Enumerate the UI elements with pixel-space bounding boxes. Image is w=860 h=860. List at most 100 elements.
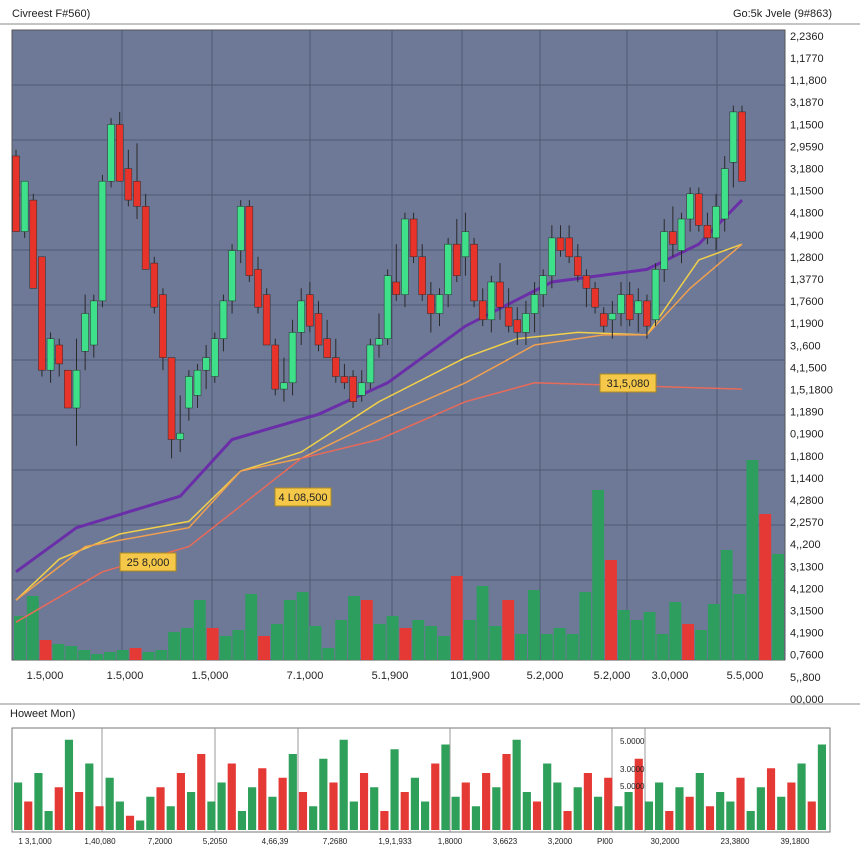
lower-bar [543,763,552,830]
lower-bar [339,739,348,830]
candle-body [55,344,63,365]
header-left: Civreest F#560) [12,8,90,20]
lower-bar [156,787,165,830]
time-label: 101,900 [450,670,490,682]
volume-bar [463,620,476,660]
candle-body [634,300,643,314]
candle-body [453,243,461,276]
candle-body [150,262,159,308]
candle-body [686,193,694,220]
lower-bar [237,811,247,830]
lower-bar [787,782,796,830]
volume-bar [566,634,579,660]
candle-body [81,313,89,352]
lower-bar [746,811,755,830]
candle-body [176,432,184,440]
lower-bar [532,801,542,830]
candle-body [64,369,72,409]
candle-body [98,180,107,302]
price-label: 1,2800 [790,252,824,264]
lower-label: Pl00 [597,837,614,846]
candle-body [236,206,245,251]
volume-bar [617,610,630,660]
price-label: 1,5,1800 [790,385,833,397]
lower-side-label: 3.0000 [620,765,645,774]
volume-bar [219,636,232,660]
time-label: 5.2,000 [527,670,564,682]
volume-bar [528,590,540,660]
annotation-box [119,552,177,572]
volume-bar [438,636,450,660]
candle-body [29,199,38,289]
lower-label: 4,66,39 [262,837,289,846]
lower-bar [716,792,725,830]
lower-bar [766,768,776,830]
lower-label: 1,9,1,933 [378,837,412,846]
lower-bar [695,773,704,830]
lower-layer [14,739,826,830]
price-label: 5,,800 [790,672,821,684]
price-label: 1,1800 [790,451,824,463]
lower-bar [644,801,654,830]
lower-bar [685,796,694,830]
volume-bar [540,634,553,660]
time-label: 1.5,000 [27,670,64,682]
lower-label: 1 3,1,000 [18,837,52,846]
price-label: 2,9590 [790,141,824,153]
price-label: 4,1,500 [790,362,827,374]
volume-bar [78,650,91,660]
candle-body [444,243,452,295]
candle-body [617,294,625,314]
volume-bar [116,650,129,660]
candle-body [323,338,331,358]
lower-bar [115,801,124,830]
lower-bar [675,787,684,830]
candle-body [539,275,547,295]
volume-bar [682,624,695,660]
lower-bar [634,758,643,830]
lower-bar [400,792,409,830]
volume-bar [232,630,245,660]
candle-body [643,300,651,327]
candle-body [72,369,81,409]
price-label: 3,1870 [790,97,824,109]
price-label: 1,1890 [790,407,824,419]
lower-bar [75,792,84,830]
volume-bar [283,600,296,660]
volume-bar [502,600,515,660]
candle-body [625,294,634,321]
candle-body [383,275,392,339]
lower-bar [105,777,114,830]
volume-bar [759,514,772,660]
time-label: 5.2,000 [594,670,631,682]
candle-layer [12,105,746,459]
candle-body [470,243,478,302]
grid [12,30,785,660]
lower-bar [522,792,531,830]
candle-body [651,269,660,321]
candle-body [349,376,357,402]
price-label: 3,1300 [790,561,824,573]
candle-body [669,231,677,245]
candle-body [522,313,530,333]
lower-bar [461,782,470,830]
lower-side-label: 5.0000 [620,737,645,746]
candle-body [141,206,150,270]
volume-bar [348,596,360,660]
candle-body [254,269,262,308]
candle-body [712,206,720,239]
lower-bar [390,749,399,830]
time-label: 1.5,000 [107,670,144,682]
price-label: 2,2570 [790,517,824,529]
volume-bar [553,628,566,660]
lower-bar [268,796,277,830]
lower-bar [624,792,633,830]
lower-bar [583,773,592,830]
volume-bar [193,600,206,660]
candle-body [677,218,686,251]
volume-bar [720,550,733,660]
lower-bar [482,773,491,830]
candle-body [340,376,349,384]
